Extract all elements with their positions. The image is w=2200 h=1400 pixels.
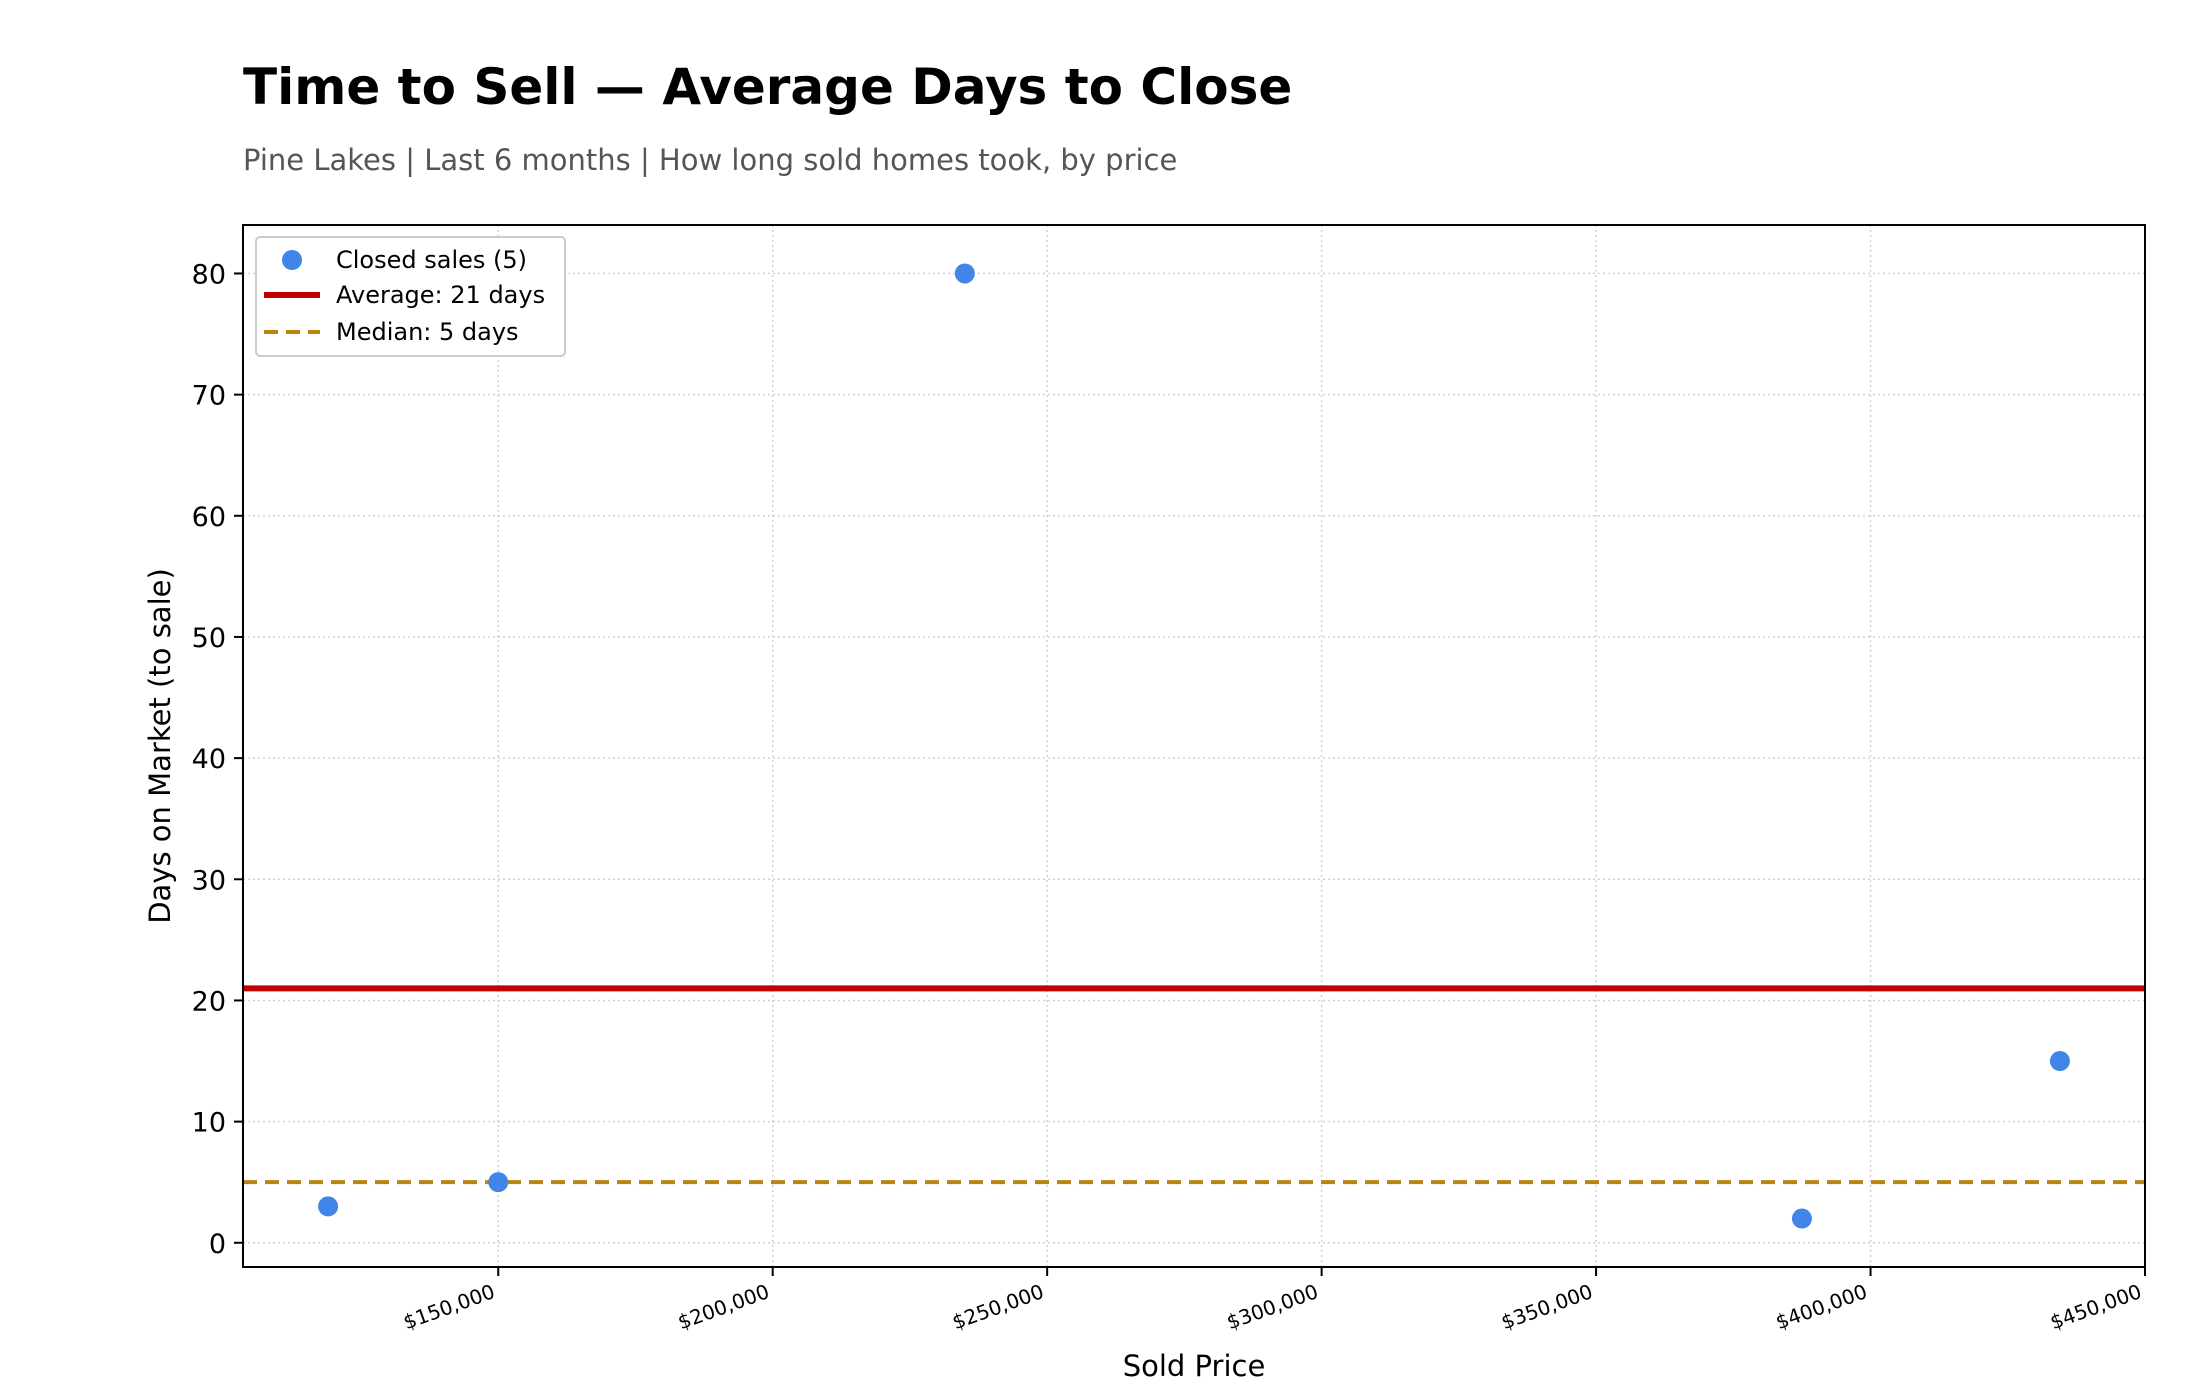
data-points	[318, 263, 2070, 1229]
y-tick-label: 70	[192, 381, 226, 412]
legend-label-closed-sales: Closed sales (5)	[336, 246, 527, 274]
y-tick-label: 10	[192, 1108, 226, 1139]
y-tick-label: 60	[192, 502, 226, 533]
x-tick-label: $150,000	[400, 1279, 498, 1334]
x-tick-label: $200,000	[675, 1279, 773, 1334]
axis-ticks: 0 10 20 30 40 50 60 70 80 $150,000 $200,000 $250,00…	[192, 259, 2146, 1334]
y-tick-label: 80	[192, 259, 226, 290]
chart-title: Time to Sell — Average Days to Close	[243, 58, 1293, 116]
data-point	[318, 1196, 339, 1217]
y-tick-label: 30	[192, 865, 226, 896]
reference-lines	[243, 985, 2145, 1185]
x-tick-label: $300,000	[1223, 1279, 1321, 1334]
y-tick-label: 0	[209, 1229, 226, 1260]
y-axis-label: Days on Market (to sale)	[143, 568, 177, 924]
x-tick-label: $450,000	[2047, 1279, 2145, 1334]
x-tick-label: $400,000	[1772, 1279, 1870, 1334]
y-tick-label: 50	[192, 623, 226, 654]
y-tick-label: 40	[192, 744, 226, 775]
y-tick-label: 20	[192, 986, 226, 1017]
chart-subtitle: Pine Lakes | Last 6 months | How long so…	[243, 143, 1178, 177]
legend-box	[255, 236, 566, 357]
plot-frame	[242, 224, 2146, 1268]
legend-label-average: Average: 21 days	[336, 281, 545, 309]
x-axis-label: Sold Price	[1123, 1349, 1266, 1383]
data-point	[1791, 1208, 1812, 1229]
data-point	[2049, 1051, 2070, 1072]
legend-marker-closed-sales	[282, 250, 302, 270]
grid-lines	[243, 225, 2146, 1267]
legend-label-median: Median: 5 days	[336, 318, 519, 346]
data-point	[488, 1172, 509, 1193]
data-point	[954, 263, 975, 284]
legend: Closed sales (5) Average: 21 days Median…	[255, 236, 566, 357]
x-tick-label: $350,000	[1498, 1279, 1596, 1334]
x-tick-label: $250,000	[949, 1279, 1047, 1334]
